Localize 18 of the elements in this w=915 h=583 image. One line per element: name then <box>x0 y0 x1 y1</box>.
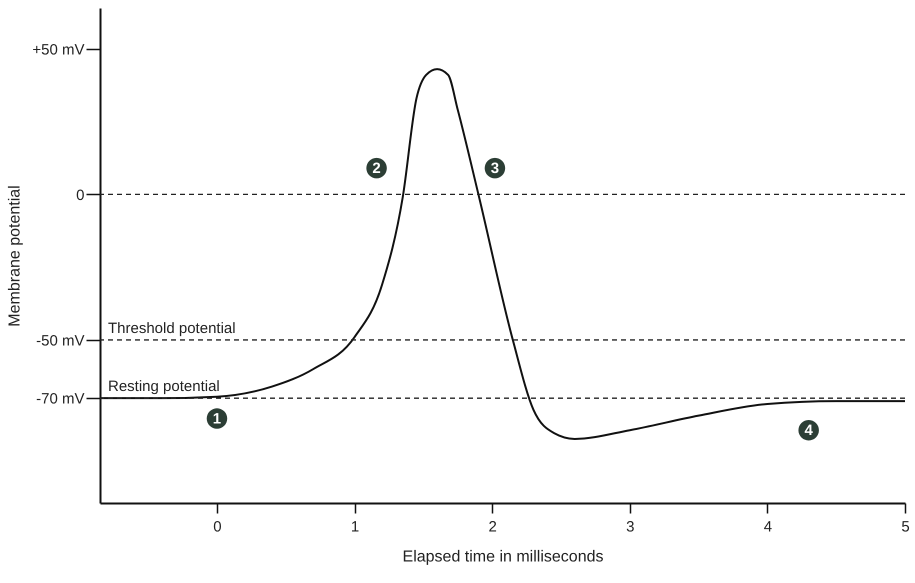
y-tick-label: +50 mV <box>32 41 84 58</box>
annotation: 4 <box>804 422 814 440</box>
x-tick-label: 2 <box>488 518 497 536</box>
y-tick-label: -70 mV <box>36 390 84 408</box>
ref-line-label: Threshold potential <box>108 320 236 337</box>
x-tick-label: 5 <box>901 518 910 536</box>
y-axis-title: Membrane potential <box>6 185 24 327</box>
x-tick-label: 0 <box>213 518 222 536</box>
x-tick-label: 1 <box>350 518 360 536</box>
y-tick-label: -50 mV <box>36 332 84 350</box>
annotation: 2 <box>372 160 381 178</box>
annotation: 1 <box>212 410 222 428</box>
x-tick-label: 3 <box>626 518 634 536</box>
ref-line-label: Resting potential <box>108 378 220 396</box>
x-tick-label: 4 <box>764 518 772 536</box>
y-tick-label: 0 <box>76 186 84 204</box>
annotation: 3 <box>490 160 500 178</box>
x-axis-title: Elapsed time in milliseconds <box>402 548 604 566</box>
